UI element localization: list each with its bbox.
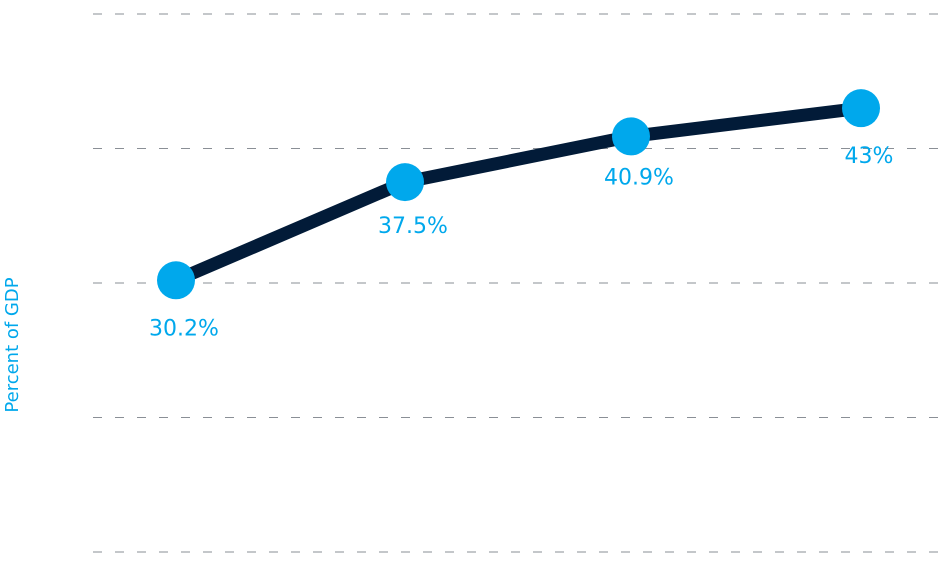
series-group	[169, 101, 868, 287]
data-label: 30.2%	[149, 316, 219, 341]
data-label: 37.5%	[378, 214, 448, 239]
data-label: 40.9%	[604, 165, 674, 190]
gridlines	[93, 13, 948, 553]
series-line	[169, 101, 868, 287]
data-point	[842, 89, 880, 128]
data-labels-group: 30.2% 37.5% 40.9% 43%	[149, 144, 893, 341]
data-point	[157, 261, 195, 300]
data-point	[386, 163, 424, 202]
markers-group	[157, 89, 880, 300]
y-axis-label: Percent of GDP	[2, 277, 23, 412]
data-point	[612, 117, 650, 156]
data-label: 43%	[845, 144, 894, 169]
